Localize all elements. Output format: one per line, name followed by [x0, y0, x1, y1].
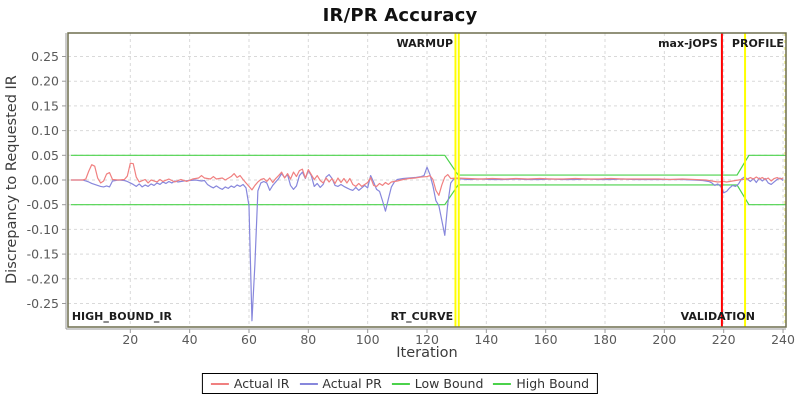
legend-item-actual-ir: Actual IR [210, 376, 290, 391]
region-label-high-bound-ir: HIGH_BOUND_IR [72, 310, 173, 323]
legend-item-high-bound: High Bound [493, 376, 589, 391]
legend-swatch-actual-pr [299, 382, 318, 385]
phase-markers [454, 33, 786, 327]
x-tick-label: 40 [182, 332, 198, 347]
y-tick-label: -0.10 [27, 222, 59, 237]
legend-swatch-actual-ir [210, 382, 229, 385]
x-tick-label: 80 [300, 332, 316, 347]
x-tick-label: 180 [593, 332, 617, 347]
y-tick-label: 0.15 [31, 98, 59, 113]
series [70, 154, 786, 322]
x-tick-label: 20 [122, 332, 138, 347]
region-label-profile: PROFILE [732, 37, 784, 50]
y-tick-label: -0.20 [27, 271, 59, 286]
x-tick-label: 240 [771, 332, 795, 347]
legend-label: High Bound [516, 376, 590, 391]
legend-label: Actual IR [233, 376, 290, 391]
legend-swatch-low-bound [391, 382, 410, 385]
y-tick-label: 0.05 [31, 148, 59, 163]
region-label-warmup: WARMUP [397, 37, 454, 50]
y-tick-label: 0.20 [31, 74, 59, 89]
y-tick-label: -0.15 [27, 247, 59, 262]
series-actual-ir [70, 162, 784, 196]
x-tick-label: 120 [415, 332, 439, 347]
x-tick-label: 140 [474, 332, 498, 347]
x-tick-label: 220 [712, 332, 736, 347]
legend: Actual IR Actual PR Low Bound High Bound [201, 373, 599, 394]
region-label-validation: VALIDATION [681, 310, 755, 323]
y-axis-title: Discrepancy to Requested IR [4, 75, 20, 285]
y-tick-label: 0.00 [31, 173, 59, 188]
x-tick-label: 100 [356, 332, 380, 347]
legend-item-low-bound: Low Bound [391, 376, 484, 391]
y-tick-label: -0.25 [27, 296, 59, 311]
y-tick-label: 0.10 [31, 123, 59, 138]
series-low-bound [70, 184, 786, 206]
y-tick-label: -0.05 [27, 197, 59, 212]
x-tick-label: 60 [241, 332, 257, 347]
chart-title: IR/PR Accuracy [322, 5, 478, 26]
legend-item-actual-pr: Actual PR [299, 376, 382, 391]
region-labels: WARMUP max-jOPS PROFILE HIGH_BOUND_IR RT_CUR… [72, 37, 784, 323]
region-label-rt-curve: RT_CURVE [391, 310, 453, 323]
x-axis-title: Iteration [396, 345, 458, 361]
x-tick-label: 200 [652, 332, 676, 347]
region-label-max-jops: max-jOPS [658, 37, 718, 50]
series-high-bound [70, 154, 786, 176]
legend-swatch-high-bound [493, 382, 512, 385]
legend-label: Low Bound [414, 376, 484, 391]
legend-label: Actual PR [322, 376, 382, 391]
y-tick-label: 0.25 [31, 49, 59, 64]
x-tick-label: 160 [534, 332, 558, 347]
axes: 20 40 60 80 100 120 140 160 180 200 220 240 0.25 0.20… [27, 33, 795, 347]
plot-border [67, 32, 787, 328]
